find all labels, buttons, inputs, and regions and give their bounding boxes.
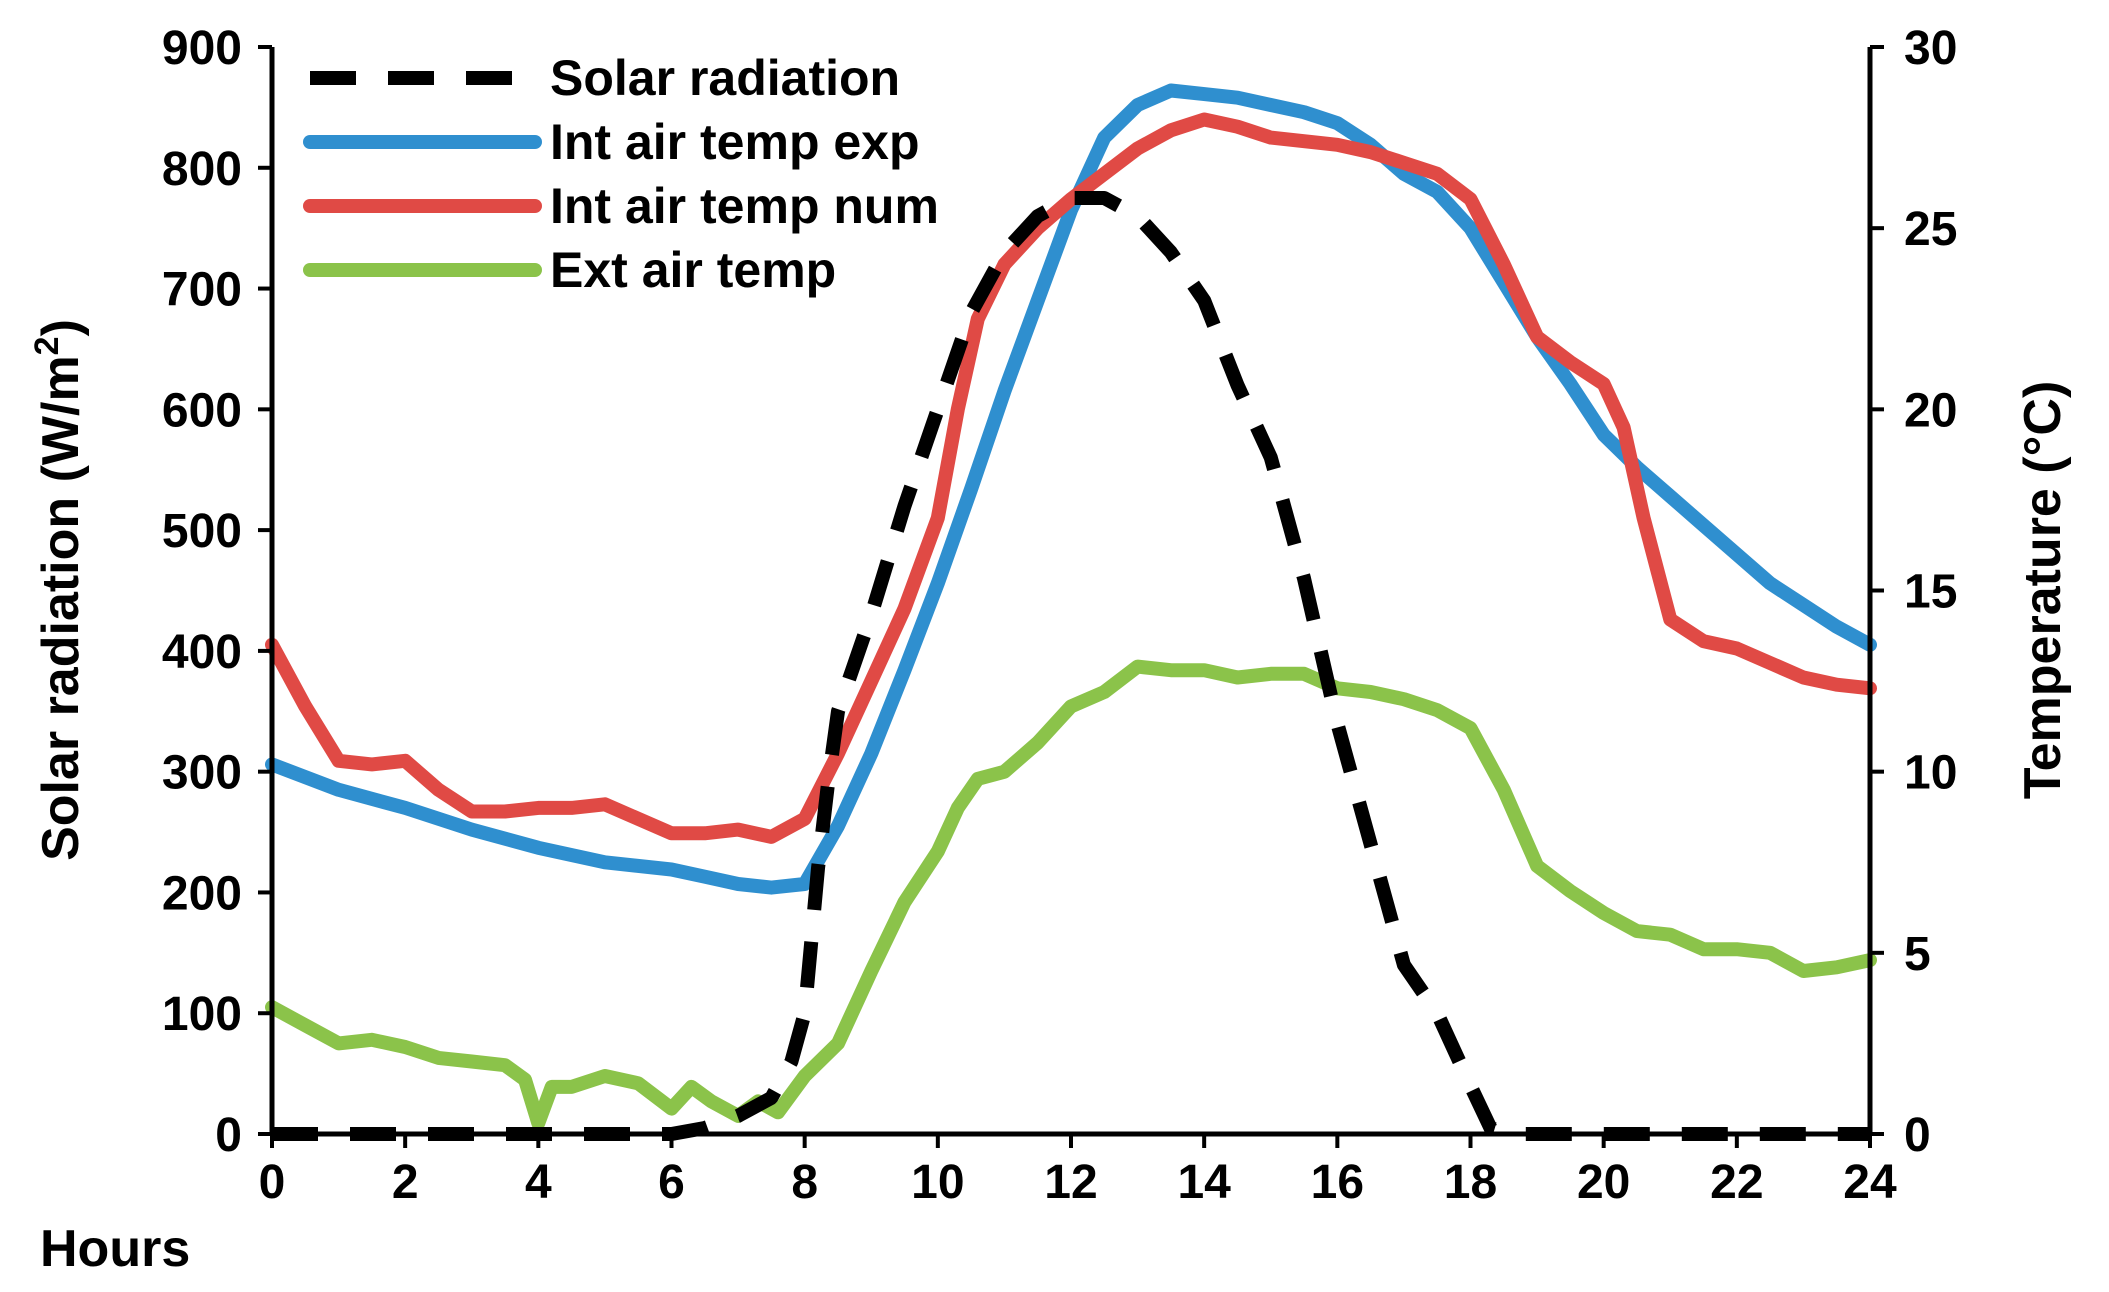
y-right-tick-label-5: 5 — [1904, 928, 1931, 981]
x-axis-title: Hours — [40, 1220, 190, 1278]
legend-label-solar-radiation: Solar radiation — [550, 50, 900, 106]
x-tick-label-4: 4 — [525, 1156, 552, 1209]
y-left-tick-label-200: 200 — [162, 867, 242, 920]
y-left-tick-label-800: 800 — [162, 143, 242, 196]
legend-label-int-air-temp-exp: Int air temp exp — [550, 114, 920, 170]
y-left-tick-label-400: 400 — [162, 626, 242, 679]
series-line-int-air-temp-num — [265, 112, 1877, 844]
x-tick-label-24: 24 — [1843, 1156, 1897, 1209]
y-right-tick-label-0: 0 — [1904, 1109, 1931, 1162]
legend-label-int-air-temp-num: Int air temp num — [550, 178, 939, 234]
series-line-solar-radiation — [272, 191, 1870, 1141]
y-axis-title-right: Temperature (°C) — [2014, 381, 2072, 800]
legend: Solar radiation Int air temp exp Int air t… — [303, 50, 939, 298]
ticks: 0 2 4 6 8 10 12 14 16 18 20 22 240100200300400500600… — [162, 22, 1957, 1209]
legend-label-ext-air-temp: Ext air temp — [550, 242, 836, 298]
x-tick-label-2: 2 — [392, 1156, 419, 1209]
x-tick-label-16: 16 — [1311, 1156, 1364, 1209]
y-left-tick-label-100: 100 — [162, 988, 242, 1041]
y-left-tick-label-600: 600 — [162, 384, 242, 437]
x-tick-label-6: 6 — [658, 1156, 685, 1209]
x-tick-label-20: 20 — [1577, 1156, 1630, 1209]
y-axis-title-left: Solar radiation (W/m2) — [28, 319, 90, 861]
y-left-tick-label-500: 500 — [162, 505, 242, 558]
series-line-ext-air-temp — [265, 659, 1877, 1131]
x-tick-label-14: 14 — [1177, 1156, 1231, 1209]
x-tick-label-18: 18 — [1444, 1156, 1497, 1209]
x-tick-label-12: 12 — [1044, 1156, 1097, 1209]
y-right-tick-label-20: 20 — [1904, 384, 1957, 437]
y-right-tick-label-30: 30 — [1904, 22, 1957, 75]
x-tick-label-0: 0 — [259, 1156, 286, 1209]
y-right-tick-label-15: 15 — [1904, 566, 1957, 619]
y-left-tick-label-0: 0 — [215, 1109, 242, 1162]
x-tick-label-8: 8 — [791, 1156, 818, 1209]
x-tick-label-10: 10 — [911, 1156, 964, 1209]
plot-lines — [265, 83, 1877, 1141]
y-left-tick-label-300: 300 — [162, 747, 242, 800]
y-right-tick-label-10: 10 — [1904, 747, 1957, 800]
y-left-tick-label-700: 700 — [162, 264, 242, 317]
y-left-tick-label-900: 900 — [162, 22, 242, 75]
x-tick-label-22: 22 — [1710, 1156, 1763, 1209]
y-right-tick-label-25: 25 — [1904, 203, 1957, 256]
